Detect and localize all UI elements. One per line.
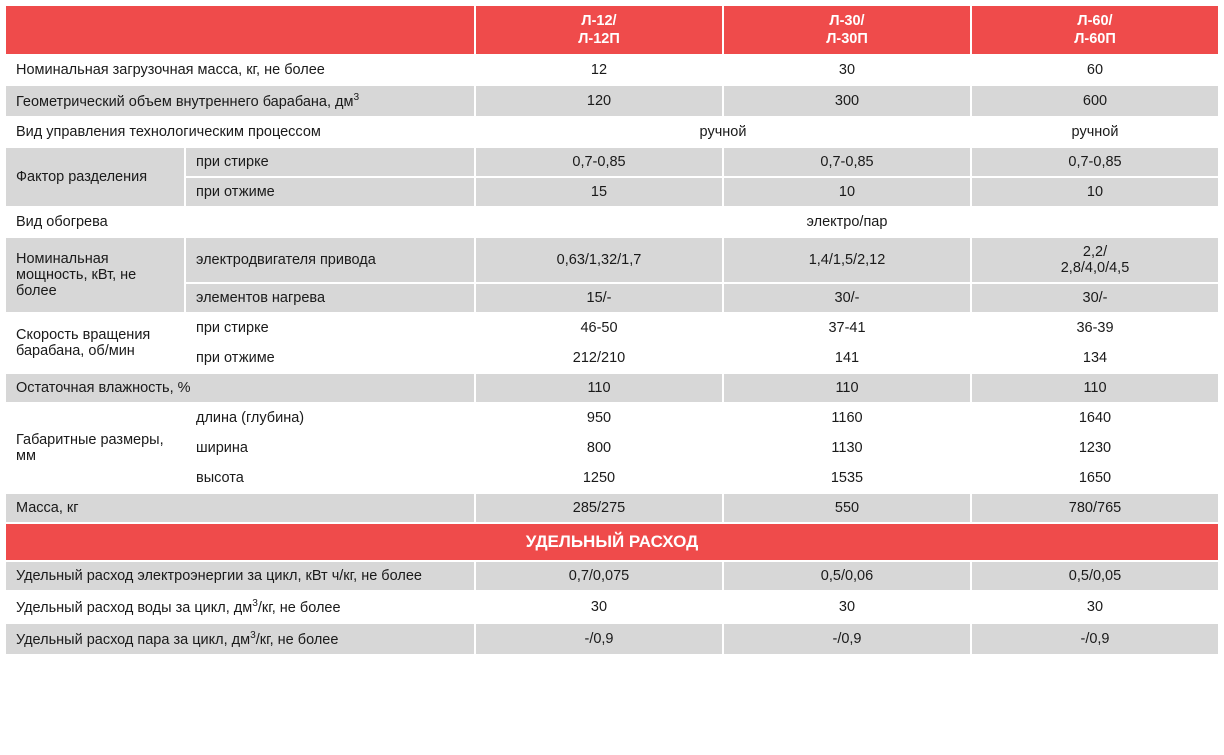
val-power-heaters-3: 30/- [971, 283, 1219, 313]
val-water-2: 30 [723, 591, 971, 623]
val-speed-wash-2: 37-41 [723, 313, 971, 343]
val-mass-3: 780/765 [971, 493, 1219, 523]
row-power-heaters: элементов нагрева 15/- 30/- 30/- [5, 283, 1219, 313]
row-separation-spin: при отжиме 15 10 10 [5, 177, 1219, 207]
sublabel-power-drive: электродвигателя привода [185, 237, 475, 283]
val-steam-1: -/0,9 [475, 623, 723, 655]
section-title-consumption: УДЕЛЬНЫЙ РАСХОД [5, 523, 1219, 561]
val-power-heaters-1: 15/- [475, 283, 723, 313]
val-elec-1: 0,7/0,075 [475, 561, 723, 591]
header-blank [5, 5, 475, 55]
val-speed-spin-2: 141 [723, 343, 971, 373]
val-dim-width-3: 1230 [971, 433, 1219, 463]
val-dim-height-3: 1650 [971, 463, 1219, 493]
val-speed-spin-1: 212/210 [475, 343, 723, 373]
row-load-mass: Номинальная загрузочная масса, кг, не бо… [5, 55, 1219, 85]
val-separation-spin-1: 15 [475, 177, 723, 207]
sublabel-speed-wash: при стирке [185, 313, 475, 343]
sublabel-dim-length: длина (глубина) [185, 403, 475, 433]
row-mass: Масса, кг 285/275 550 780/765 [5, 493, 1219, 523]
row-dim-length: Габаритные размеры, мм длина (глубина) 9… [5, 403, 1219, 433]
row-control-type: Вид управления технологическим процессом… [5, 117, 1219, 147]
val-load-mass-3: 60 [971, 55, 1219, 85]
label-load-mass: Номинальная загрузочная масса, кг, не бо… [5, 55, 475, 85]
val-power-drive-2: 1,4/1,5/2,12 [723, 237, 971, 283]
sublabel-separation-spin: при отжиме [185, 177, 475, 207]
row-heating: Вид обогрева электро/пар [5, 207, 1219, 237]
val-load-mass-1: 12 [475, 55, 723, 85]
spec-table: Л-12/Л-12П Л-30/Л-30П Л-60/Л-60П Номинал… [4, 4, 1220, 656]
val-steam-2: -/0,9 [723, 623, 971, 655]
val-speed-spin-3: 134 [971, 343, 1219, 373]
label-water: Удельный расход воды за цикл, дм3/кг, не… [5, 591, 475, 623]
val-mass-1: 285/275 [475, 493, 723, 523]
row-separation-wash: Фактор разделения при стирке 0,7-0,85 0,… [5, 147, 1219, 177]
val-geom-volume-3: 600 [971, 85, 1219, 117]
val-mass-2: 550 [723, 493, 971, 523]
val-geom-volume-1: 120 [475, 85, 723, 117]
header-col-2: Л-30/Л-30П [723, 5, 971, 55]
val-water-3: 30 [971, 591, 1219, 623]
val-geom-volume-2: 300 [723, 85, 971, 117]
label-drum-speed: Скорость вращения барабана, об/мин [5, 313, 185, 373]
row-steam: Удельный расход пара за цикл, дм3/кг, не… [5, 623, 1219, 655]
val-water-1: 30 [475, 591, 723, 623]
row-elec: Удельный расход электроэнергии за цикл, … [5, 561, 1219, 591]
row-humidity: Остаточная влажность, % 110 110 110 [5, 373, 1219, 403]
row-water: Удельный расход воды за цикл, дм3/кг, не… [5, 591, 1219, 623]
val-elec-2: 0,5/0,06 [723, 561, 971, 591]
label-nominal-power: Номинальная мощность, кВт, не более [5, 237, 185, 313]
val-dim-width-1: 800 [475, 433, 723, 463]
label-steam: Удельный расход пара за цикл, дм3/кг, не… [5, 623, 475, 655]
val-humidity-3: 110 [971, 373, 1219, 403]
val-speed-wash-1: 46-50 [475, 313, 723, 343]
sublabel-speed-spin: при отжиме [185, 343, 475, 373]
val-humidity-1: 110 [475, 373, 723, 403]
val-humidity-2: 110 [723, 373, 971, 403]
row-dim-width: ширина 800 1130 1230 [5, 433, 1219, 463]
label-dimensions: Габаритные размеры, мм [5, 403, 185, 493]
val-dim-height-1: 1250 [475, 463, 723, 493]
sublabel-separation-wash: при стирке [185, 147, 475, 177]
val-control-type-12: ручной [475, 117, 971, 147]
row-speed-wash: Скорость вращения барабана, об/мин при с… [5, 313, 1219, 343]
sublabel-dim-width: ширина [185, 433, 475, 463]
label-control-type: Вид управления технологическим процессом [5, 117, 475, 147]
row-dim-height: высота 1250 1535 1650 [5, 463, 1219, 493]
val-separation-wash-3: 0,7-0,85 [971, 147, 1219, 177]
val-dim-length-1: 950 [475, 403, 723, 433]
sublabel-dim-height: высота [185, 463, 475, 493]
val-speed-wash-3: 36-39 [971, 313, 1219, 343]
val-dim-width-2: 1130 [723, 433, 971, 463]
val-power-drive-3: 2,2/2,8/4,0/4,5 [971, 237, 1219, 283]
val-power-heaters-2: 30/- [723, 283, 971, 313]
val-separation-spin-3: 10 [971, 177, 1219, 207]
header-row: Л-12/Л-12П Л-30/Л-30П Л-60/Л-60П [5, 5, 1219, 55]
header-col-1: Л-12/Л-12П [475, 5, 723, 55]
val-elec-3: 0,5/0,05 [971, 561, 1219, 591]
row-power-drive: Номинальная мощность, кВт, не более элек… [5, 237, 1219, 283]
val-steam-3: -/0,9 [971, 623, 1219, 655]
label-elec: Удельный расход электроэнергии за цикл, … [5, 561, 475, 591]
val-dim-height-2: 1535 [723, 463, 971, 493]
val-separation-spin-2: 10 [723, 177, 971, 207]
val-load-mass-2: 30 [723, 55, 971, 85]
sublabel-power-heaters: элементов нагрева [185, 283, 475, 313]
val-control-type-3: ручной [971, 117, 1219, 147]
val-dim-length-3: 1640 [971, 403, 1219, 433]
val-heating-all: электро/пар [475, 207, 1219, 237]
val-separation-wash-1: 0,7-0,85 [475, 147, 723, 177]
val-dim-length-2: 1160 [723, 403, 971, 433]
label-humidity: Остаточная влажность, % [5, 373, 475, 403]
section-consumption-header: УДЕЛЬНЫЙ РАСХОД [5, 523, 1219, 561]
row-speed-spin: при отжиме 212/210 141 134 [5, 343, 1219, 373]
label-mass: Масса, кг [5, 493, 475, 523]
label-geom-volume: Геометрический объем внутреннего барабан… [5, 85, 475, 117]
row-geom-volume: Геометрический объем внутреннего барабан… [5, 85, 1219, 117]
label-heating: Вид обогрева [5, 207, 475, 237]
label-separation-factor: Фактор разделения [5, 147, 185, 207]
val-separation-wash-2: 0,7-0,85 [723, 147, 971, 177]
val-power-drive-1: 0,63/1,32/1,7 [475, 237, 723, 283]
header-col-3: Л-60/Л-60П [971, 5, 1219, 55]
